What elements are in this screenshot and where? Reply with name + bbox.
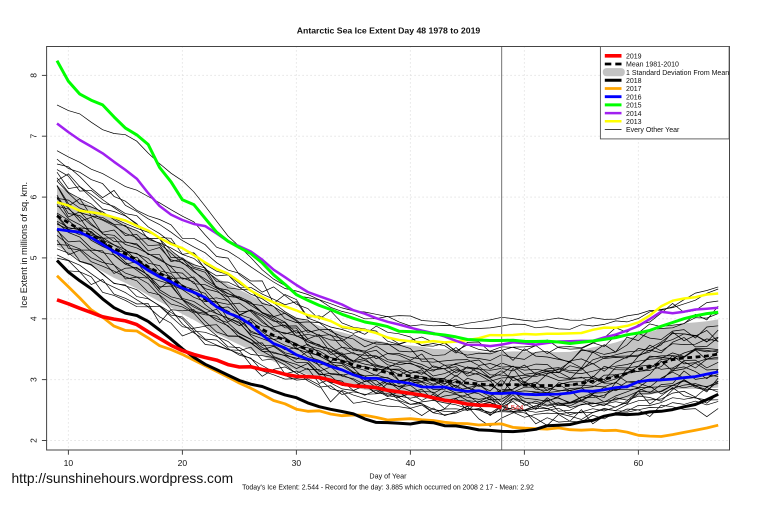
svg-text:40: 40 <box>406 458 416 468</box>
svg-text:1 Standard Deviation From Mean: 1 Standard Deviation From Mean <box>626 70 729 77</box>
svg-text:20: 20 <box>178 458 188 468</box>
svg-text:60: 60 <box>634 458 644 468</box>
svg-text:8: 8 <box>28 73 38 78</box>
svg-text:2: 2 <box>28 438 38 443</box>
svg-text:6: 6 <box>28 194 38 199</box>
svg-text:2017: 2017 <box>626 86 642 93</box>
svg-text:2018: 2018 <box>626 78 642 85</box>
svg-text:10: 10 <box>64 458 74 468</box>
svg-text:5: 5 <box>28 255 38 260</box>
svg-text:7: 7 <box>28 134 38 139</box>
svg-text:Mean 1981-2010: Mean 1981-2010 <box>626 62 679 69</box>
svg-text:2015: 2015 <box>626 103 642 110</box>
svg-text:Today's Ice Extent: 2.544 - R: Today's Ice Extent: 2.544 - Record for t… <box>242 485 534 492</box>
svg-text:http://sunshinehours.wordpress: http://sunshinehours.wordpress.com <box>12 471 234 486</box>
svg-text:30: 30 <box>292 458 302 468</box>
svg-text:Ice Extent in millions of sq.: Ice Extent in millions of sq. km. <box>19 182 29 308</box>
svg-text:Day of Year: Day of Year <box>369 472 407 481</box>
svg-text:2019: 2019 <box>626 54 642 61</box>
svg-text:Every Other Year: Every Other Year <box>626 127 680 134</box>
svg-text:Antarctic Sea Ice Extent Day 4: Antarctic Sea Ice Extent Day 48 1978 to … <box>297 26 481 36</box>
svg-text:2.544: 2.544 <box>504 403 524 412</box>
svg-text:2016: 2016 <box>626 94 642 101</box>
svg-text:50: 50 <box>520 458 530 468</box>
svg-text:2014: 2014 <box>626 111 642 118</box>
svg-text:3: 3 <box>28 377 38 382</box>
svg-text:4: 4 <box>28 316 38 321</box>
svg-text:2013: 2013 <box>626 119 642 126</box>
